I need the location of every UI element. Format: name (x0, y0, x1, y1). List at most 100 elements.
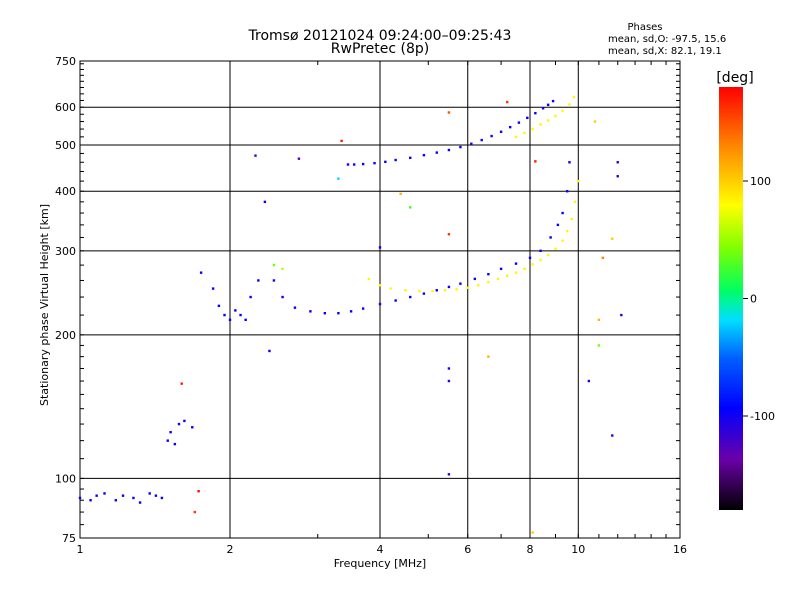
data-point-o-f2-upper (373, 161, 376, 165)
data-point-o (160, 496, 164, 500)
plot-area (79, 60, 681, 539)
data-point-o (173, 442, 177, 446)
legend-title: Phases (627, 22, 662, 33)
data-point-o (568, 161, 571, 164)
data-point-o-f2-upper (534, 111, 537, 115)
data-point-scatter (193, 510, 197, 514)
data-point-o (95, 494, 98, 497)
data-point-o-f2-upper (384, 160, 387, 164)
data-point-x (431, 289, 434, 293)
data-point-x (546, 253, 550, 257)
data-point-x (573, 200, 577, 204)
data-point-o (309, 310, 312, 313)
colorbar-tick-label: 100 (750, 175, 771, 188)
x-tick-label: 6 (464, 543, 471, 556)
data-point-o (114, 499, 118, 502)
data-point-x-f2-upper (539, 123, 542, 126)
data-points (78, 95, 623, 534)
data-point-x (577, 179, 580, 183)
data-point-x (539, 258, 542, 262)
data-point-o-f2-upper (361, 162, 365, 166)
data-point-scatter (505, 100, 509, 104)
data-point-o-f2-upper (459, 145, 462, 149)
data-point-scatter (337, 177, 340, 180)
x-tick-label: 4 (377, 543, 384, 556)
data-point-o (263, 200, 267, 204)
data-point-scatter (197, 490, 200, 493)
y-axis-label: Stationary phase Virtual Height [km] (38, 204, 51, 406)
y-tick-label: 200 (55, 329, 76, 342)
data-point-o-f2-upper (435, 151, 438, 154)
data-point-x (523, 267, 526, 271)
data-point-scatter (593, 120, 597, 123)
data-point-scatter (487, 355, 490, 358)
axis-ticks: 1 2 4 6 8 10 16 75 100 200 300 400 500 600 750 (55, 55, 687, 556)
x-axis-label: Frequency [MHz] (334, 557, 426, 570)
data-point-o (514, 262, 518, 265)
data-point-o (223, 313, 226, 317)
data-point-o (378, 302, 382, 306)
chart-subtitle: RwPretec (8p) (331, 41, 429, 57)
x-tick-label: 8 (527, 543, 534, 556)
data-point-scatter (611, 237, 614, 240)
data-point-o-f2-upper (508, 125, 512, 129)
data-point-o (337, 311, 340, 315)
data-point-o-f2-upper (447, 148, 451, 152)
data-point-o (394, 299, 397, 302)
data-point-o (435, 289, 438, 292)
data-point-o (138, 501, 142, 504)
data-point-o (565, 190, 569, 193)
data-point-o (528, 256, 532, 260)
data-point-o-f2-upper (394, 158, 397, 162)
data-point-x-f2-upper (561, 109, 564, 112)
data-point-o (487, 272, 490, 276)
colorbar-ticks: 100 0 -100 (743, 175, 775, 423)
data-point-o (239, 313, 242, 317)
data-point-o-f2-upper (546, 103, 550, 107)
data-point-o-f2-upper (541, 107, 545, 110)
x-tick-label: 2 (227, 543, 234, 556)
data-point-o (169, 430, 172, 434)
data-point-scatter (447, 111, 451, 114)
data-point-scatter (597, 344, 601, 347)
data-point-o (78, 496, 82, 500)
data-point-scatter (534, 160, 537, 163)
data-point-x (505, 274, 509, 277)
data-point-o (183, 419, 186, 423)
data-point-o (447, 285, 451, 289)
data-point-o-f2-upper (490, 134, 493, 138)
data-point-o (499, 267, 503, 271)
data-point-o (473, 277, 477, 281)
y-tick-label: 600 (55, 101, 76, 114)
data-point-x (367, 277, 371, 281)
data-point-x (496, 277, 500, 281)
data-point-x (378, 284, 382, 287)
data-point-o (199, 271, 203, 274)
data-point-o-f2-upper (470, 142, 473, 145)
data-point-o-f2-upper (499, 130, 503, 133)
x-tick-label: 10 (571, 543, 585, 556)
data-point-o (148, 492, 151, 495)
data-point-x-f2-upper (514, 135, 518, 139)
data-point-x (554, 247, 557, 250)
data-point-scatter (254, 154, 257, 157)
data-point-x (477, 284, 480, 287)
data-point-x (561, 239, 564, 242)
data-point-scatter (601, 256, 605, 260)
data-point-o (561, 211, 564, 215)
data-point-o (217, 304, 221, 308)
data-point-o (539, 249, 542, 253)
data-point-x (487, 280, 490, 284)
data-point-x-f2-upper (572, 95, 576, 99)
data-point-o-f2-upper (526, 116, 529, 120)
colorbar-tick-label: -100 (750, 410, 775, 423)
data-point-o-f2-upper (551, 99, 555, 103)
x-tick-label: 16 (673, 543, 687, 556)
data-point-scatter (616, 175, 619, 178)
data-point-o (349, 310, 353, 313)
data-point-o (177, 422, 181, 426)
data-point-scatter (597, 318, 601, 322)
data-point-x (570, 217, 573, 221)
data-point-o (272, 279, 276, 282)
